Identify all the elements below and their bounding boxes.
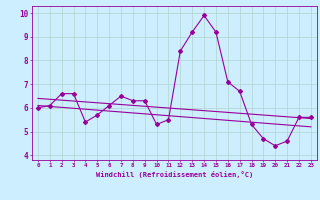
X-axis label: Windchill (Refroidissement éolien,°C): Windchill (Refroidissement éolien,°C) xyxy=(96,171,253,178)
